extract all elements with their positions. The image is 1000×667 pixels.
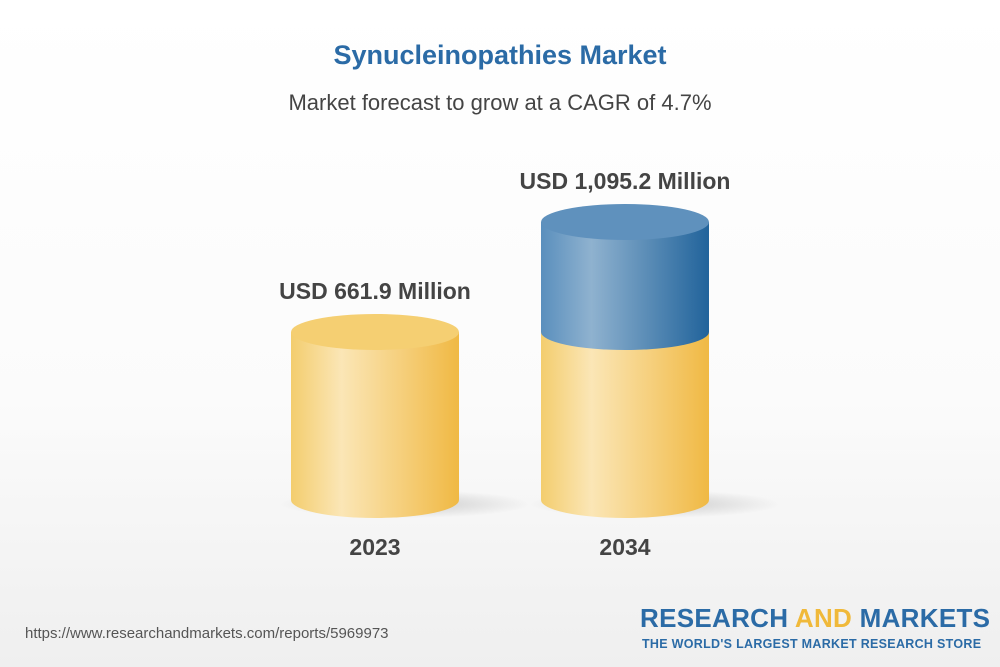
source-url[interactable]: https://www.researchandmarkets.com/repor… — [25, 625, 389, 642]
brand-logo: RESEARCH AND MARKETS — [640, 603, 991, 633]
chart-subtitle: Market forecast to grow at a CAGR of 4.7… — [288, 90, 712, 115]
data-label-2023: USD 661.9 Million — [279, 278, 471, 304]
chart-title: Synucleinopathies Market — [333, 40, 667, 70]
category-label-2034: 2034 — [599, 534, 650, 560]
cylinder-growth-2034 — [541, 222, 709, 350]
brand-tagline: THE WORLD'S LARGEST MARKET RESEARCH STOR… — [642, 637, 982, 651]
cylinder-top-2034 — [541, 204, 709, 241]
cylinder-top-2023 — [291, 314, 459, 350]
category-label-2023: 2023 — [349, 534, 400, 560]
cylinder-base-2023 — [291, 332, 459, 518]
cylinder-base-2034 — [541, 332, 709, 518]
data-label-2034: USD 1,095.2 Million — [520, 168, 731, 194]
